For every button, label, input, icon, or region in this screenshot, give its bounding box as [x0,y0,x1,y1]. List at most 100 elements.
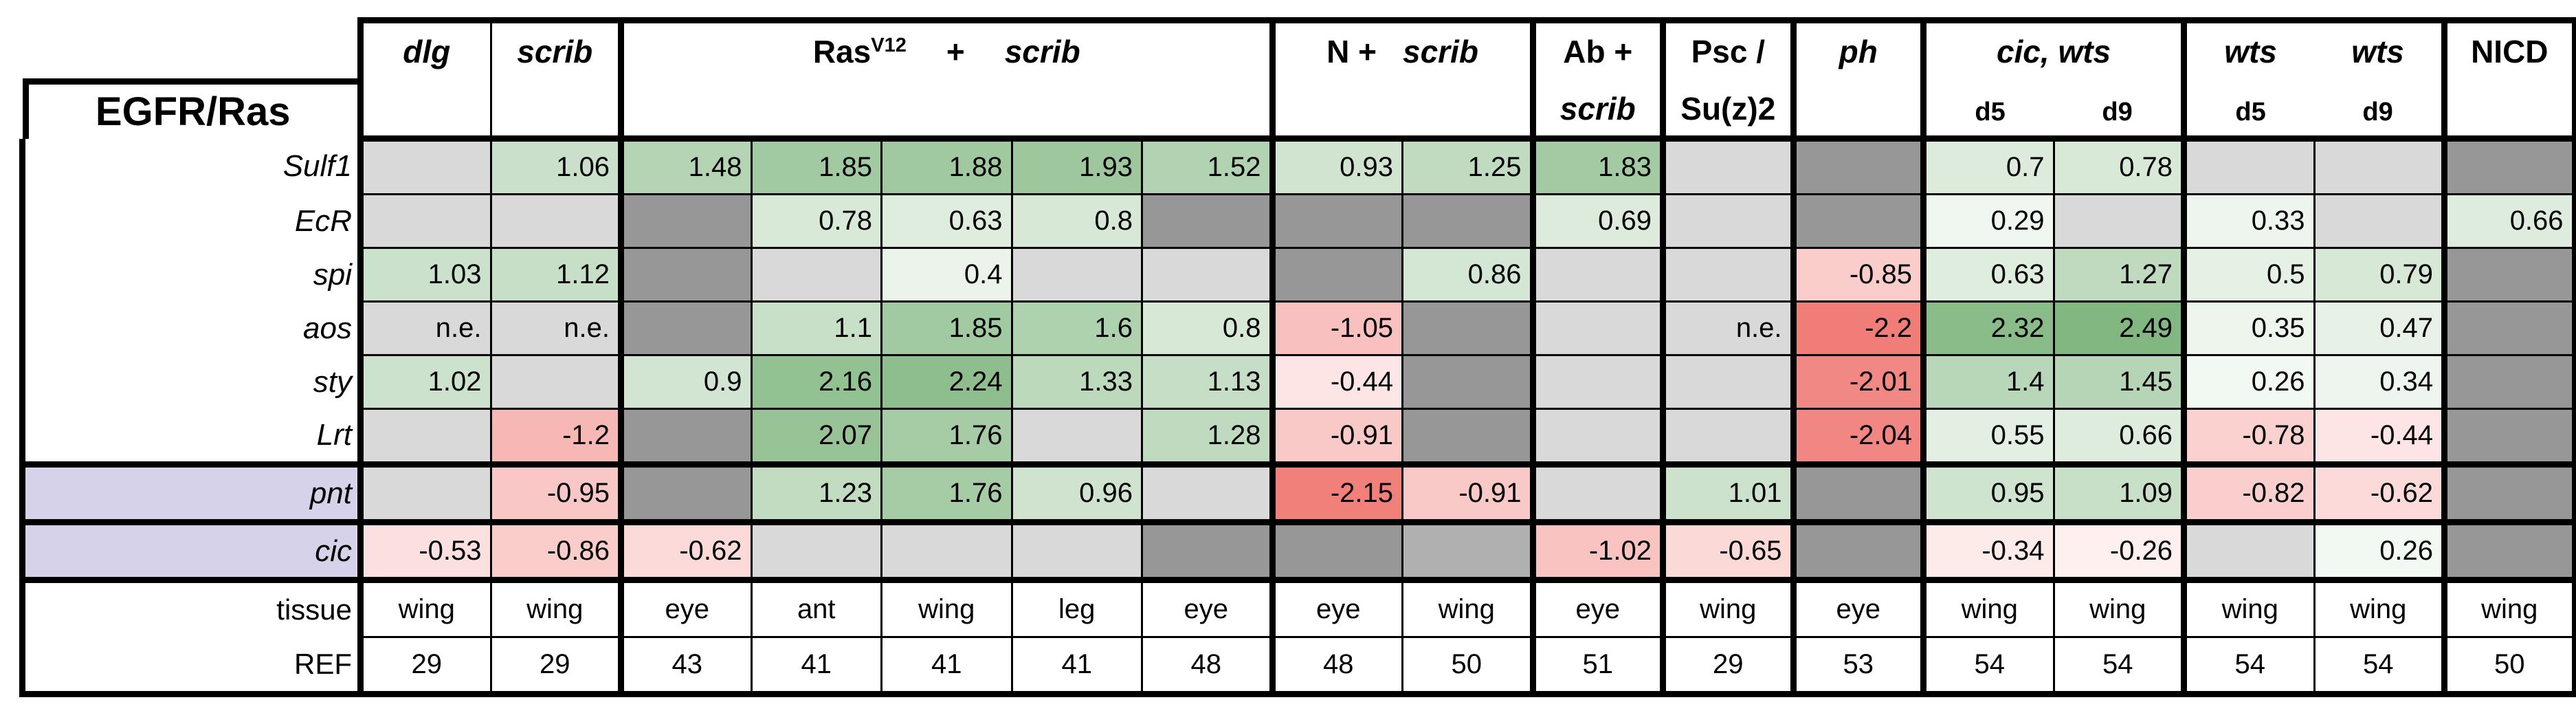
heatmap-cell: 0.5 [2181,247,2315,302]
heatmap-cell: 0.8 [1010,193,1142,248]
heatmap-cell: 0.66 [2052,408,2184,465]
gene-row-sty: sty 1.02 0.9 2.16 2.24 1.33 1.13 -0.44 -2.01 1.4 1… [19,354,2576,409]
heatmap-cell [1401,519,1533,580]
column-group-header-wts-wts: wts wts d5 d9 [2181,17,2445,142]
heatmap-cell: -0.26 [2052,519,2184,580]
heatmap-cell [618,300,751,355]
heatmap-cell [357,138,491,195]
ref-cell: 54 [1920,636,2054,697]
header-row: EGFR/Ras dlg scrib RasV12 + scrib N + scrib Ab +… [22,17,2576,142]
row-label-sty: sty [19,355,361,409]
heatmap-cell: -0.82 [2181,461,2315,523]
row-label-Sulf1: Sulf1 [19,138,361,195]
heatmap-cell: -0.91 [1401,461,1533,523]
heatmap-cell [618,408,751,465]
tissue-cell: wing [2441,577,2576,637]
gene-row-Lrt: Lrt -1.2 2.07 1.76 1.28 -0.91 -2.04 0.55 0.66 -0.… [19,408,2576,465]
column-group-header-nicd: NICD [2441,17,2576,142]
heatmap-cell [489,354,621,409]
tissue-cell: wing [1920,577,2054,637]
heatmap-cell [357,408,491,465]
tissue-row-label: tissue [19,577,361,637]
tissue-cell: wing [2313,577,2445,637]
heatmap-cell: -2.04 [1790,408,1924,465]
heatmap-cell [1010,247,1142,302]
heatmap-cell: 0.9 [618,354,751,409]
heatmap-cell: 1.09 [2052,461,2184,523]
heatmap-cell [1529,408,1663,465]
heatmap-cell [1010,519,1142,580]
heatmap-cell: n.e. [357,300,491,355]
heatmap-cell [2181,519,2315,580]
heatmap-cell: -1.02 [1529,519,1663,580]
heatmap-cell: -0.44 [1269,354,1403,409]
heatmap-cell [2441,300,2576,355]
column-group-header-rasv12-scrib: RasV12 + scrib [618,17,1273,142]
heatmap-cell: 0.33 [2181,193,2315,248]
heatmap-cell: -0.86 [489,519,621,580]
ref-cell: 43 [618,636,751,697]
heatmap-cell [1269,247,1403,302]
heatmap-cell: 2.16 [750,354,882,409]
heatmap-cell: -0.53 [357,519,491,580]
row-label-aos: aos [19,301,361,355]
heatmap-cell [2181,138,2315,195]
heatmap-cell [1790,138,1924,195]
heatmap-cell: 0.26 [2181,354,2315,409]
heatmap-cell: 0.69 [1529,193,1663,248]
corner-title-cell: EGFR/Ras [22,20,361,139]
heatmap-cell: 1.33 [1010,354,1142,409]
ref-cell: 54 [2052,636,2184,697]
heatmap-cell: 0.66 [2441,193,2576,248]
heatmap-cell: 1.06 [489,138,621,195]
heatmap-cell: 1.85 [750,138,882,195]
heatmap-cell: 1.03 [357,247,491,302]
column-group-header-n-scrib: N + scrib [1269,17,1533,142]
heatmap-cell: -0.62 [2313,461,2445,523]
heatmap-cell: 0.35 [2181,300,2315,355]
heatmap-cell: 1.85 [880,300,1012,355]
heatmap-cell: -2.15 [1269,461,1403,523]
heatmap-cell [1529,300,1663,355]
heatmap-cell: 1.88 [880,138,1012,195]
heatmap-cell: 0.86 [1401,247,1533,302]
heatmap-cell: 0.26 [2313,519,2445,580]
tissue-cell: wing [880,577,1012,637]
row-label-EcR: EcR [19,194,361,248]
heatmap-cell [1269,519,1403,580]
heatmap-cell: 1.28 [1141,408,1273,465]
heatmap-cell: 0.63 [1920,247,2054,302]
ref-cell: 51 [1529,636,1663,697]
column-group-header-ab-scrib: Ab + scrib [1529,17,1663,142]
ref-cell: 54 [2313,636,2445,697]
heatmap-cell: 1.25 [1401,138,1533,195]
heatmap-cell: 1.83 [1529,138,1663,195]
heatmap-cell [1660,354,1794,409]
row-label-spi: spi [19,248,361,302]
gene-row-pnt: pnt -0.95 1.23 1.76 0.96 -2.15 -0.91 1.01 0.95 1.… [19,461,2576,523]
column-group-header-cic-wts: cic, wts d5 d9 [1920,17,2184,142]
heatmap-cell [1529,461,1663,523]
heatmap-cell [2441,461,2576,523]
heatmap-cell: 0.4 [880,247,1012,302]
heatmap-cell: -0.34 [1920,519,2054,580]
heatmap-cell: -2.01 [1790,354,1924,409]
gene-row-Sulf1: Sulf1 1.06 1.48 1.85 1.88 1.93 1.52 0.93 1.25 1.8… [19,138,2576,195]
heatmap-cell [489,193,621,248]
heatmap-cell [1790,519,1924,580]
heatmap-cell: -0.91 [1269,408,1403,465]
heatmap-cell: -0.78 [2181,408,2315,465]
tissue-cell: eye [1790,577,1924,637]
ref-cell: 41 [880,636,1012,697]
heatmap-cell: n.e. [489,300,621,355]
heatmap-cell: 1.6 [1010,300,1142,355]
tissue-cell: wing [1401,577,1533,637]
gene-row-spi: spi 1.03 1.12 0.4 0.86 -0.85 0.63 1.27 0.5 0.79 [19,247,2576,302]
heatmap-cell [1401,193,1533,248]
ref-cell: 50 [1401,636,1533,697]
heatmap-cell [1401,300,1533,355]
ref-cell: 29 [357,636,491,697]
heatmap-cell: n.e. [1660,300,1794,355]
heatmap-cell [2441,408,2576,465]
heatmap-cell: 2.49 [2052,300,2184,355]
